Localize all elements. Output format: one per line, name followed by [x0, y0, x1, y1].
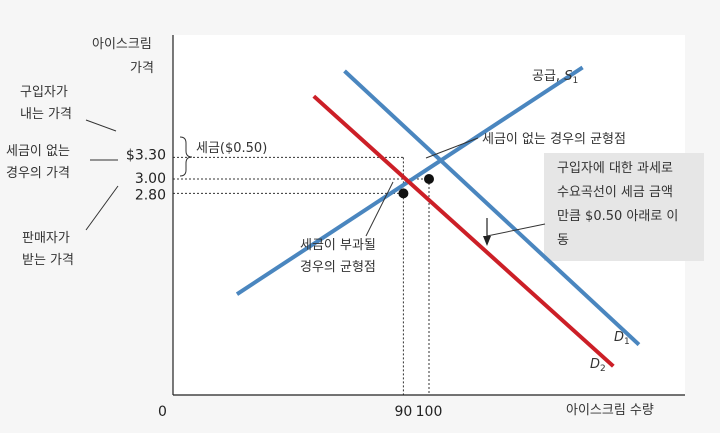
tax-equilibrium-label-line-1: 세금이 부과될: [300, 238, 376, 253]
y-tick-label-2: 2.80: [135, 187, 166, 203]
tax-brace: [179, 136, 193, 177]
note-line-3: 만큼 $0.50 아래로 이: [557, 209, 678, 224]
supply-label: 공급, S1: [532, 69, 578, 86]
buyer-price-label-line-1: 구입자가: [20, 85, 68, 100]
guide-lines: [173, 156, 430, 395]
y-tick-label-0: $3.30: [126, 147, 166, 163]
x-origin-label: 0: [158, 404, 167, 420]
seller-price-label-line-1: 판매자가: [22, 231, 70, 246]
no-tax-equilibrium-label: 세금이 없는 경우의 균형점: [482, 132, 626, 147]
no-tax-price-label-line-1: 세금이 없는: [6, 144, 70, 159]
supply-label-sub: 1: [572, 76, 578, 86]
series-layer: [235, 65, 641, 368]
tax-equilibrium-label-line-2: 경우의 균형점: [300, 260, 376, 275]
point-layer: [398, 174, 434, 199]
seller-price-label-line-2: 받는 가격: [22, 253, 74, 268]
demand2-label: D2: [590, 357, 606, 374]
no-tax-equilibrium-pointer: [425, 137, 479, 159]
x-tick-label-1: 100: [416, 404, 443, 420]
note-line-2: 수요곡선이 세금 금액: [557, 185, 673, 200]
supply-label-main: S: [564, 69, 572, 84]
tax-brace-label: 세금($0.50): [196, 141, 267, 156]
buyer-price-label-line-2: 내는 가격: [20, 107, 72, 122]
supply-label-prefix: 공급,: [532, 69, 564, 84]
buyer-price-pointer: [85, 119, 117, 132]
shift-arrow-head: [483, 236, 491, 246]
demand1-label: D1: [614, 330, 630, 347]
demand2-curve: [312, 94, 615, 368]
demand1-curve: [343, 69, 641, 347]
note-line-1: 구입자에 대한 과세로: [557, 161, 673, 176]
y-axis-label-line-2: 가격: [130, 61, 154, 76]
note-pointer: [486, 223, 546, 237]
demand2-label-sub: 2: [600, 364, 606, 374]
with_tax-equilibrium-point: [398, 188, 409, 199]
tax-equilibrium-pointer: [365, 181, 394, 237]
no-tax-price-label-line-2: 경우의 가격: [6, 166, 70, 181]
y-axis-label-line-1: 아이스크림: [92, 37, 152, 52]
y-tick-label-1: 3.00: [135, 171, 166, 187]
x-axis-label: 아이스크림 수량: [566, 403, 654, 418]
note-box: [544, 153, 704, 261]
demand1-label-sub: 1: [624, 337, 630, 347]
tick-layer: 90 100 $3.30 3.002.80: [126, 147, 442, 420]
seller-price-pointer: [85, 185, 119, 231]
x-tick-label-0: 90: [394, 404, 412, 420]
no_tax-equilibrium-point: [424, 174, 434, 184]
note-line-4: 동: [557, 233, 569, 248]
demand1-label-main: D: [614, 330, 624, 345]
demand2-label-main: D: [590, 357, 600, 372]
